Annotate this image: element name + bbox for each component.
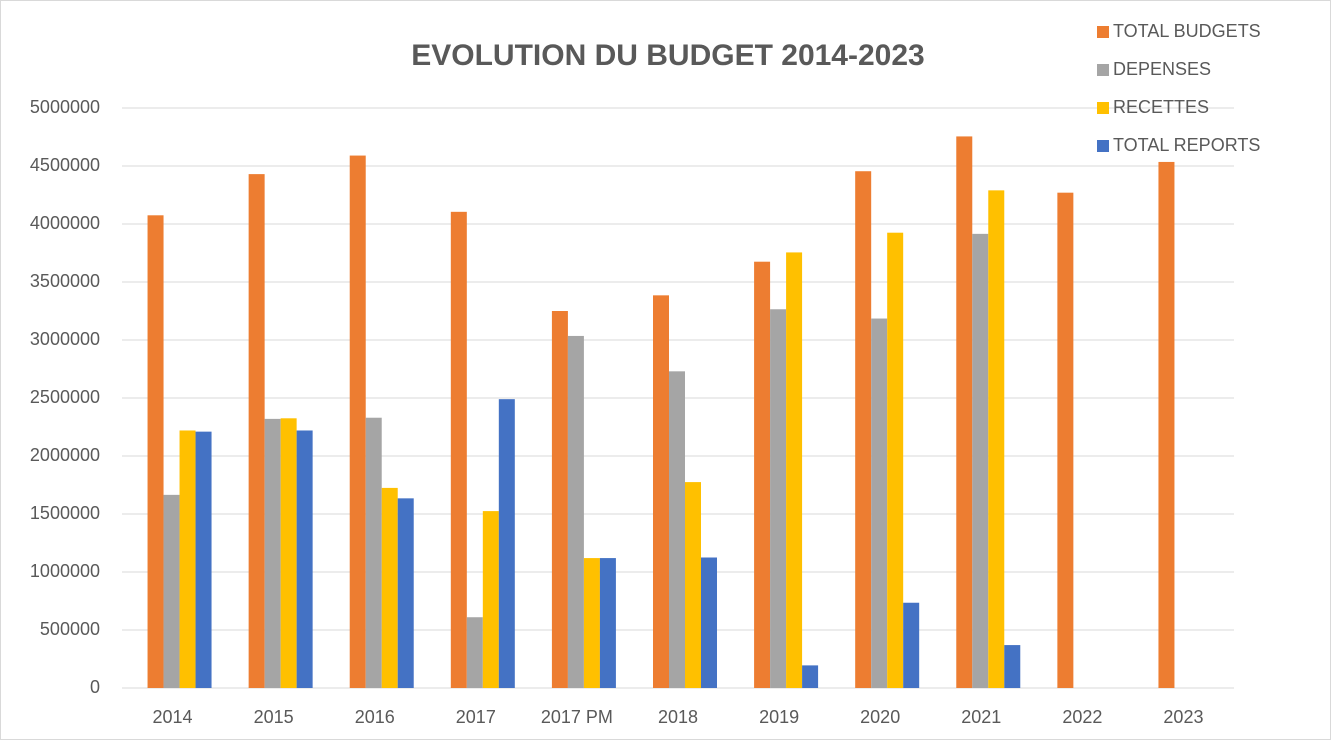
bar xyxy=(701,557,717,688)
x-tick-label: 2019 xyxy=(759,707,799,727)
bar xyxy=(163,494,180,688)
legend-swatch xyxy=(1097,140,1109,152)
y-tick-label: 1500000 xyxy=(30,503,100,523)
bar xyxy=(195,431,212,688)
bar xyxy=(248,174,265,688)
bar xyxy=(988,190,1005,689)
x-tick-label: 2015 xyxy=(254,707,294,727)
y-tick-label: 500000 xyxy=(40,619,100,639)
x-tick-label: 2023 xyxy=(1163,707,1203,727)
bar xyxy=(567,335,584,688)
y-tick-label: 3000000 xyxy=(30,329,100,349)
x-tick-label: 2017 PM xyxy=(541,707,613,727)
bar xyxy=(482,511,499,688)
bar xyxy=(147,215,164,689)
y-tick-label: 3500000 xyxy=(30,271,100,291)
bar xyxy=(599,558,616,688)
bar xyxy=(551,311,568,688)
x-tick-label: 2017 xyxy=(456,707,496,727)
bar xyxy=(802,665,819,688)
y-tick-label: 1000000 xyxy=(30,561,100,581)
y-tick-label: 2000000 xyxy=(30,445,100,465)
x-tick-label: 2021 xyxy=(961,707,1001,727)
y-tick-label: 0 xyxy=(90,677,100,697)
legend-label: DEPENSES xyxy=(1113,59,1211,79)
x-tick-label: 2022 xyxy=(1062,707,1102,727)
bar xyxy=(653,295,669,688)
x-tick-label: 2020 xyxy=(860,707,900,727)
bar xyxy=(296,430,313,688)
legend-label: RECETTES xyxy=(1113,97,1209,117)
y-tick-label: 2500000 xyxy=(30,387,100,407)
x-tick-label: 2014 xyxy=(153,707,193,727)
bar xyxy=(1057,192,1074,688)
bar xyxy=(179,430,196,688)
y-tick-label: 4500000 xyxy=(30,155,100,175)
bar xyxy=(365,417,382,688)
bar xyxy=(1158,161,1175,688)
bar xyxy=(450,211,467,688)
bar xyxy=(381,487,398,688)
legend-label: TOTAL REPORTS xyxy=(1113,135,1260,155)
bar xyxy=(770,309,787,688)
bar xyxy=(871,318,888,688)
bar xyxy=(685,482,701,688)
x-tick-label: 2016 xyxy=(355,707,395,727)
bar xyxy=(466,617,483,688)
bar xyxy=(1004,645,1021,688)
bar xyxy=(972,233,989,689)
bar xyxy=(786,252,803,689)
legend-swatch xyxy=(1097,102,1109,114)
legend-label: TOTAL BUDGETS xyxy=(1113,21,1261,41)
y-tick-label: 5000000 xyxy=(30,97,100,117)
bar xyxy=(855,171,872,689)
bar xyxy=(498,399,515,688)
bar xyxy=(280,418,297,688)
y-tick-label: 4000000 xyxy=(30,213,100,233)
legend-swatch xyxy=(1097,64,1109,76)
bar xyxy=(754,261,771,688)
bar xyxy=(669,371,685,688)
bar xyxy=(956,136,973,689)
bar xyxy=(349,155,366,688)
bar xyxy=(264,418,281,688)
bar xyxy=(903,602,920,688)
legend-swatch xyxy=(1097,26,1109,38)
bar xyxy=(583,558,600,688)
bar xyxy=(887,232,904,688)
bar xyxy=(397,498,414,688)
chart-title: EVOLUTION DU BUDGET 2014-2023 xyxy=(411,39,924,72)
x-tick-label: 2018 xyxy=(658,707,698,727)
